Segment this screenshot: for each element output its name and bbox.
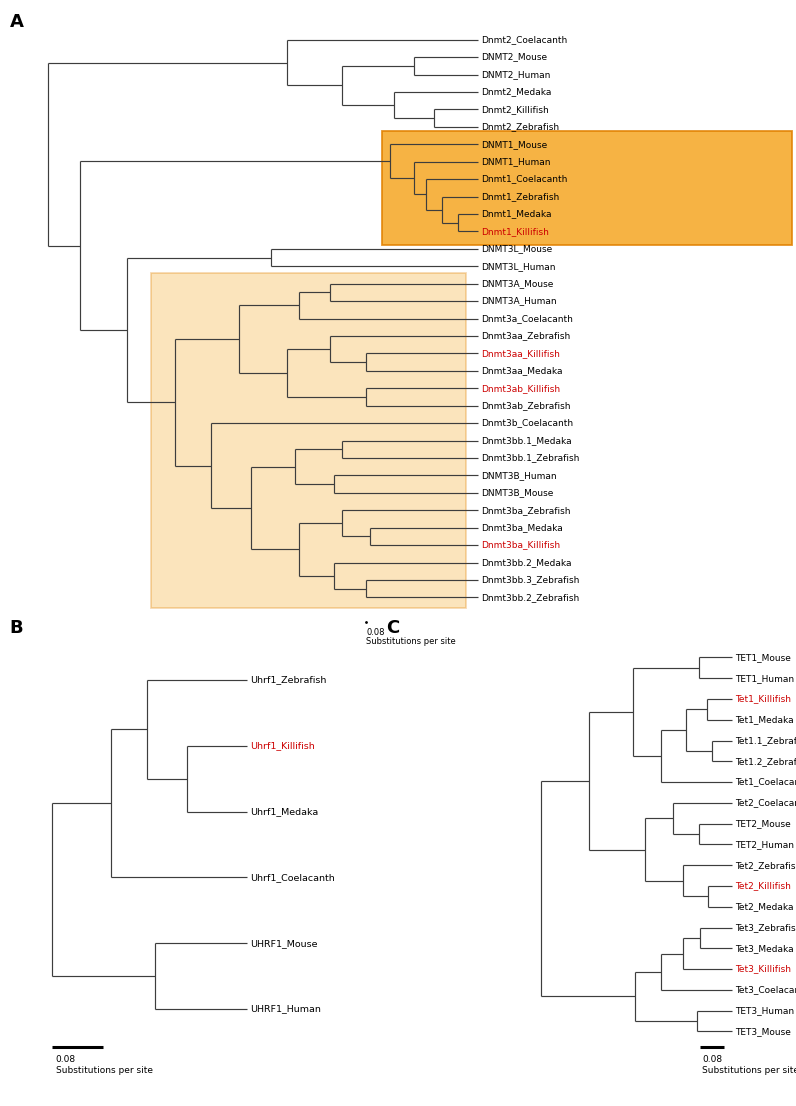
Text: TET2_Mouse: TET2_Mouse [736,820,791,828]
Text: Uhrf1_Medaka: Uhrf1_Medaka [250,807,318,816]
Text: Dnmt3a_Coelacanth: Dnmt3a_Coelacanth [481,314,572,323]
Text: Tet2_Medaka: Tet2_Medaka [736,902,794,911]
Text: Dnmt3bb.3_Zebrafish: Dnmt3bb.3_Zebrafish [481,575,579,584]
Text: Dnmt3aa_Killifish: Dnmt3aa_Killifish [481,348,560,358]
Text: Dnmt3bb.2_Zebrafish: Dnmt3bb.2_Zebrafish [481,593,579,602]
Text: Dnmt3bb.2_Medaka: Dnmt3bb.2_Medaka [481,559,572,567]
Text: DNMT3L_Human: DNMT3L_Human [481,262,556,271]
Text: C: C [386,619,400,637]
Text: Tet1_Medaka: Tet1_Medaka [736,716,794,724]
Text: DNMT1_Human: DNMT1_Human [481,157,550,166]
Text: Dnmt3ba_Killifish: Dnmt3ba_Killifish [481,541,560,550]
Text: Tet2_Killifish: Tet2_Killifish [736,881,791,890]
Text: Dnmt2_Zebrafish: Dnmt2_Zebrafish [481,123,559,132]
Text: TET3_Mouse: TET3_Mouse [736,1027,791,1036]
Text: 0.08: 0.08 [56,1055,76,1064]
Text: Dnmt2_Killifish: Dnmt2_Killifish [481,105,548,114]
Text: Tet1.1_Zebrafish: Tet1.1_Zebrafish [736,735,796,745]
Text: B: B [10,619,23,637]
Text: 0.08: 0.08 [702,1055,722,1064]
Text: Dnmt3bb.1_Medaka: Dnmt3bb.1_Medaka [481,436,572,445]
Text: Dnmt3ba_Zebrafish: Dnmt3ba_Zebrafish [481,505,570,514]
Text: UHRF1_Human: UHRF1_Human [250,1004,321,1013]
Text: DNMT3L_Mouse: DNMT3L_Mouse [481,244,552,253]
Bar [382,131,792,244]
Text: Tet1_Killifish: Tet1_Killifish [736,695,791,703]
Text: DNMT3A_Human: DNMT3A_Human [481,296,556,305]
Text: Dnmt3b_Coelacanth: Dnmt3b_Coelacanth [481,418,573,428]
Text: Dnmt1_Zebrafish: Dnmt1_Zebrafish [481,192,559,201]
Text: DNMT3B_Human: DNMT3B_Human [481,471,556,480]
Text: Dnmt3ba_Medaka: Dnmt3ba_Medaka [481,523,563,532]
Text: Tet3_Coelacanth: Tet3_Coelacanth [736,985,796,994]
Text: Uhrf1_Coelacanth: Uhrf1_Coelacanth [250,873,334,881]
Text: Dnmt3ab_Zebrafish: Dnmt3ab_Zebrafish [481,401,570,410]
Text: Dnmt3aa_Zebrafish: Dnmt3aa_Zebrafish [481,332,570,341]
Text: Substitutions per site: Substitutions per site [702,1066,796,1075]
Text: TET1_Mouse: TET1_Mouse [736,653,791,661]
Text: DNMT3B_Mouse: DNMT3B_Mouse [481,489,553,498]
Text: 0.08: 0.08 [366,628,384,637]
Text: Dnmt3ab_Killifish: Dnmt3ab_Killifish [481,384,560,393]
Text: Dnmt1_Coelacanth: Dnmt1_Coelacanth [481,175,568,184]
Text: Tet1.2_Zebrafish: Tet1.2_Zebrafish [736,757,796,765]
Text: Substitutions per site: Substitutions per site [56,1066,153,1075]
Text: Dnmt2_Coelacanth: Dnmt2_Coelacanth [481,35,567,44]
Text: Tet3_Zebrafish: Tet3_Zebrafish [736,924,796,932]
Text: Dnmt1_Killifish: Dnmt1_Killifish [481,227,548,236]
Text: TET1_Human: TET1_Human [736,674,794,682]
Text: TET3_Human: TET3_Human [736,1006,794,1015]
Text: Dnmt3aa_Medaka: Dnmt3aa_Medaka [481,366,562,375]
Text: TET2_Human: TET2_Human [736,839,794,849]
Text: Tet2_Coelacanth: Tet2_Coelacanth [736,799,796,807]
Text: Dnmt3bb.1_Zebrafish: Dnmt3bb.1_Zebrafish [481,453,579,462]
Text: DNMT3A_Mouse: DNMT3A_Mouse [481,279,553,289]
Text: DNMT2_Human: DNMT2_Human [481,70,550,79]
Text: Uhrf1_Zebrafish: Uhrf1_Zebrafish [250,676,326,685]
Text: Dnmt1_Medaka: Dnmt1_Medaka [481,209,552,219]
Bar [151,272,466,608]
Text: Tet1_Coelacanth: Tet1_Coelacanth [736,778,796,786]
Text: A: A [10,13,23,31]
Text: Tet2_Zebrafish: Tet2_Zebrafish [736,860,796,869]
Text: Dnmt2_Medaka: Dnmt2_Medaka [481,87,551,96]
Text: Tet3_Killifish: Tet3_Killifish [736,964,791,973]
Text: UHRF1_Mouse: UHRF1_Mouse [250,939,318,948]
Text: DNMT1_Mouse: DNMT1_Mouse [481,139,547,148]
Text: Tet3_Medaka: Tet3_Medaka [736,943,794,953]
Text: DNMT2_Mouse: DNMT2_Mouse [481,53,547,62]
Text: Uhrf1_Killifish: Uhrf1_Killifish [250,741,314,750]
Text: Substitutions per site: Substitutions per site [366,637,456,646]
